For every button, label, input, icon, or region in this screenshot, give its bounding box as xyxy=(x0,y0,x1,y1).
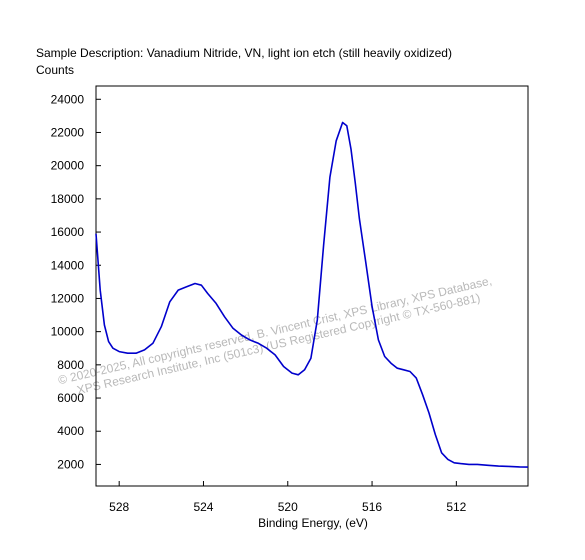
chart-title: Sample Description: Vanadium Nitride, VN… xyxy=(36,46,452,60)
x-tick-label: 524 xyxy=(193,500,213,514)
x-tick-label: 512 xyxy=(446,500,466,514)
y-tick-label: 22000 xyxy=(51,125,85,139)
y-tick-label: 4000 xyxy=(57,424,84,438)
y-tick-label: 8000 xyxy=(57,358,84,372)
y-tick-label: 12000 xyxy=(51,291,85,305)
watermark-line-1: © 2020-2025, All copyrights reserved, B.… xyxy=(57,274,493,388)
y-tick-label: 10000 xyxy=(51,325,85,339)
y-tick-label: 6000 xyxy=(57,391,84,405)
y-tick-label: 18000 xyxy=(51,192,85,206)
y-tick-label: 16000 xyxy=(51,225,85,239)
y-tick-label: 20000 xyxy=(51,159,85,173)
plot-area-frame xyxy=(95,85,529,487)
y-axis-ticks: 2000 4000 6000 8000 10000 12000 14000 16000 1800… xyxy=(51,92,101,471)
y-axis-label: Counts xyxy=(36,63,75,77)
x-tick-label: 520 xyxy=(278,500,298,514)
x-axis-label: Binding Energy, (eV) xyxy=(258,516,368,530)
spectrum-line xyxy=(95,121,529,468)
y-tick-label: 24000 xyxy=(51,92,85,106)
y-tick-label: 2000 xyxy=(57,457,84,471)
copyright-watermark: © 2020-2025, All copyrights reserved, B.… xyxy=(57,274,493,398)
y-tick-label: 14000 xyxy=(51,258,85,272)
x-tick-label: 528 xyxy=(109,500,129,514)
x-tick-label: 516 xyxy=(362,500,382,514)
watermark-line-2: XPS Research Institute, Inc (501c3) (US … xyxy=(76,291,482,398)
x-axis-ticks: 528 524 520 516 512 xyxy=(109,481,467,514)
